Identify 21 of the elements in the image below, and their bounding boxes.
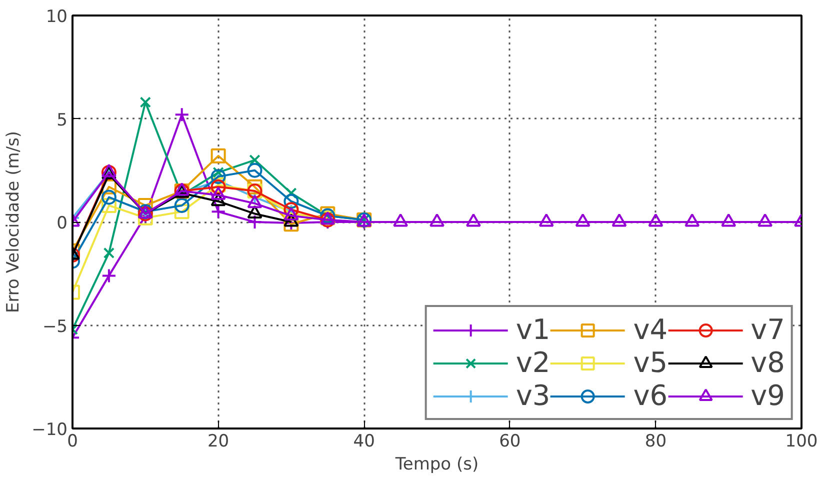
y-axis-title: Erro Velocidade (m/s) (4, 130, 24, 314)
y-tick-label: 0 (56, 214, 68, 234)
x-axis-title: Tempo (s) (394, 454, 479, 474)
y-tick-label: 5 (56, 110, 68, 130)
legend-label: v9 (750, 379, 785, 412)
legend-label: v2 (516, 346, 550, 379)
x-tick-label: 20 (207, 432, 230, 452)
y-tick-label: −10 (32, 420, 68, 440)
legend-label: v6 (633, 379, 668, 412)
legend-label: v7 (750, 313, 785, 346)
legend-label: v1 (516, 313, 550, 346)
y-tick-label: 10 (46, 7, 68, 27)
legend-label: v8 (750, 346, 785, 379)
legend-label: v4 (633, 313, 668, 346)
x-tick-label: 60 (499, 432, 521, 452)
x-tick-label: 40 (353, 432, 375, 452)
legend-label: v3 (516, 379, 550, 412)
legend-label: v5 (633, 346, 668, 379)
x-tick-label: 100 (785, 432, 818, 452)
y-tick-label: −5 (42, 316, 68, 337)
x-tick-label: 80 (644, 432, 667, 452)
